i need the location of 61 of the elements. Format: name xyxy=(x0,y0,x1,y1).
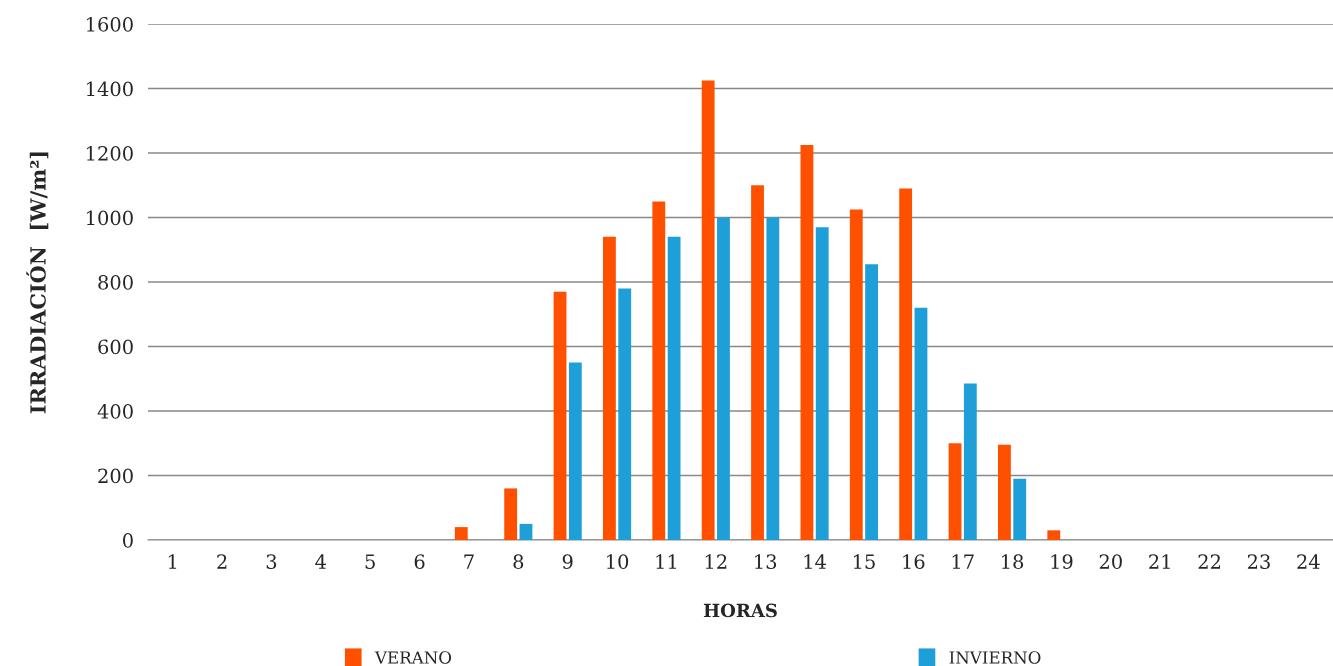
bar xyxy=(766,217,780,540)
x-tick-label: 10 xyxy=(607,554,629,569)
x-tick-label: 15 xyxy=(853,554,875,569)
x-tick-label: 22 xyxy=(1198,554,1221,569)
x-tick-label: 16 xyxy=(903,554,925,569)
bar xyxy=(667,236,681,540)
y-tick-label: 800 xyxy=(98,274,133,290)
y-tick-label: 1600 xyxy=(87,16,133,32)
bar xyxy=(701,80,715,540)
y-tick-label: 400 xyxy=(97,403,133,419)
x-tick-label: 12 xyxy=(705,554,727,569)
x-tick-label: 23 xyxy=(1247,554,1270,569)
y-tick-label: 1000 xyxy=(87,210,133,226)
bar xyxy=(899,188,913,540)
bar xyxy=(553,291,567,540)
y-tick-label: 0 xyxy=(123,532,133,548)
x-tick-label: 8 xyxy=(513,554,524,569)
x-tick-label: 18 xyxy=(1002,554,1024,569)
bar xyxy=(652,201,666,540)
bar xyxy=(454,527,468,540)
bar xyxy=(1013,478,1027,540)
x-tick-label: 13 xyxy=(755,554,777,569)
x-tick-label: 19 xyxy=(1051,554,1073,569)
x-tick-label: 3 xyxy=(266,554,277,569)
bar xyxy=(815,227,829,540)
x-tick-label: 2 xyxy=(217,554,227,569)
bar xyxy=(948,443,962,540)
x-tick-label: 9 xyxy=(562,554,573,569)
bar xyxy=(618,288,632,540)
y-axis-title: IRRADIACIÓN [W/m²] xyxy=(26,152,49,414)
bar xyxy=(865,264,879,540)
bar xyxy=(568,362,582,540)
bar xyxy=(504,488,518,540)
legend-label: INVIERNO xyxy=(949,651,1041,664)
bar xyxy=(849,209,863,540)
x-tick-label: 1 xyxy=(168,554,177,569)
x-tick-label: 6 xyxy=(414,554,425,569)
x-tick-label: 14 xyxy=(804,554,826,569)
y-tick-label: 200 xyxy=(98,468,133,484)
x-tick-label: 5 xyxy=(365,554,375,569)
bar xyxy=(963,383,977,540)
y-tick-label: 600 xyxy=(98,339,133,355)
y-tick-label: 1200 xyxy=(87,145,133,161)
bar xyxy=(751,185,764,540)
bar xyxy=(914,307,928,540)
x-tick-label: 24 xyxy=(1297,554,1320,569)
bar xyxy=(602,236,616,540)
bar xyxy=(717,217,730,540)
y-tick-label: 1400 xyxy=(87,81,133,97)
bar xyxy=(519,523,533,540)
x-tick-label: 4 xyxy=(315,554,327,569)
x-tick-label: 17 xyxy=(952,554,974,569)
bar xyxy=(800,144,814,540)
x-tick-label: 11 xyxy=(656,554,677,569)
x-tick-label: 20 xyxy=(1099,554,1122,569)
x-tick-label: 21 xyxy=(1149,554,1170,569)
x-axis-title: HORAS xyxy=(703,603,777,618)
x-tick-label: 7 xyxy=(464,554,474,569)
bar xyxy=(997,444,1011,540)
bar xyxy=(1047,530,1061,540)
legend-label: VERANO xyxy=(374,651,452,664)
